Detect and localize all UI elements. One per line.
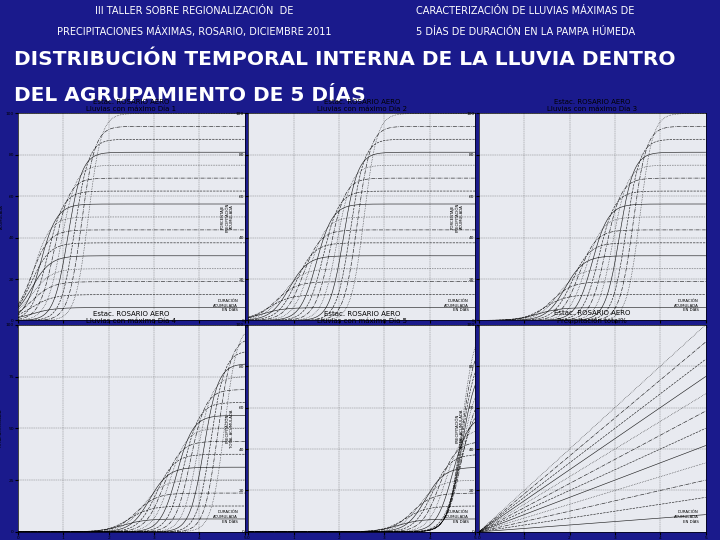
Text: DURACIÓN
ACUMULADA
EN DÍAS: DURACIÓN ACUMULADA EN DÍAS	[444, 299, 469, 312]
Title: Estac. ROSARIO AERO
Precipitación total%: Estac. ROSARIO AERO Precipitación total%	[554, 309, 631, 323]
Text: DURACIÓN
ACUMULADA
EN DÍAS: DURACIÓN ACUMULADA EN DÍAS	[213, 299, 238, 312]
Y-axis label: PRECIPITACIÓN
TOTAL ACUMULADA: PRECIPITACIÓN TOTAL ACUMULADA	[456, 409, 464, 448]
Text: DURACIÓN
ACUMULADA
EN DÍAS: DURACIÓN ACUMULADA EN DÍAS	[674, 299, 699, 312]
Text: III TALLER SOBRE REGIONALIZACIÓN  DE: III TALLER SOBRE REGIONALIZACIÓN DE	[95, 6, 294, 16]
Title: Estac. ROSARIO AERO
Lluvias con máximo Día 4: Estac. ROSARIO AERO Lluvias con máximo D…	[86, 310, 176, 323]
Y-axis label: PORCENTAJE
PRECIPITACIÓN
ACUMULADA: PORCENTAJE PRECIPITACIÓN ACUMULADA	[0, 202, 4, 232]
Title: Estac. ROSARIO AERO
Lluvias con máximo Día 1: Estac. ROSARIO AERO Lluvias con máximo D…	[86, 99, 176, 112]
Y-axis label: PORCENTAJE
PRECIPITACIÓN
ACUMULADA: PORCENTAJE PRECIPITACIÓN ACUMULADA	[221, 202, 234, 232]
Text: DEL AGRUPAMIENTO DE 5 DÍAS: DEL AGRUPAMIENTO DE 5 DÍAS	[14, 86, 366, 105]
Title: Estac. ROSARIO AERO
Lluvias con máximo Día 3: Estac. ROSARIO AERO Lluvias con máximo D…	[547, 99, 637, 112]
Text: 5 DÍAS DE DURACIÓN EN LA PAMPA HÚMEDA: 5 DÍAS DE DURACIÓN EN LA PAMPA HÚMEDA	[416, 26, 635, 37]
Text: DURACIÓN
ACUMULADA
EN DÍAS: DURACIÓN ACUMULADA EN DÍAS	[674, 510, 699, 524]
Title: Estac. ROSARIO AERO
Lluvias con máximo Día 5: Estac. ROSARIO AERO Lluvias con máximo D…	[317, 310, 407, 323]
Text: DURACIÓN
ACUMULADA
EN DÍAS: DURACIÓN ACUMULADA EN DÍAS	[213, 510, 238, 524]
Text: CARACTERIZACIÓN DE LLUVIAS MÁXIMAS DE: CARACTERIZACIÓN DE LLUVIAS MÁXIMAS DE	[416, 6, 635, 16]
Y-axis label: PRECIPITACIÓN
TOTAL ACUMULADA: PRECIPITACIÓN TOTAL ACUMULADA	[0, 409, 4, 448]
Text: DURACIÓN
ACUMULADA
EN DÍAS: DURACIÓN ACUMULADA EN DÍAS	[444, 510, 469, 524]
Y-axis label: PORCENTAJE
PRECIPITACIÓN
ACUMULADA: PORCENTAJE PRECIPITACIÓN ACUMULADA	[451, 202, 464, 232]
Text: DISTRIBUCIÓN TEMPORAL INTERNA DE LA LLUVIA DENTRO: DISTRIBUCIÓN TEMPORAL INTERNA DE LA LLUV…	[14, 50, 676, 69]
Title: Estac. ROSARIO AERO
Lluvias con máximo Día 2: Estac. ROSARIO AERO Lluvias con máximo D…	[317, 99, 407, 112]
Y-axis label: PRECIPITACIÓN
TOTAL ACUMULADA: PRECIPITACIÓN TOTAL ACUMULADA	[225, 409, 234, 448]
Text: PRECIPITACIONES MÁXIMAS, ROSARIO, DICIEMBRE 2011: PRECIPITACIONES MÁXIMAS, ROSARIO, DICIEM…	[57, 26, 332, 37]
